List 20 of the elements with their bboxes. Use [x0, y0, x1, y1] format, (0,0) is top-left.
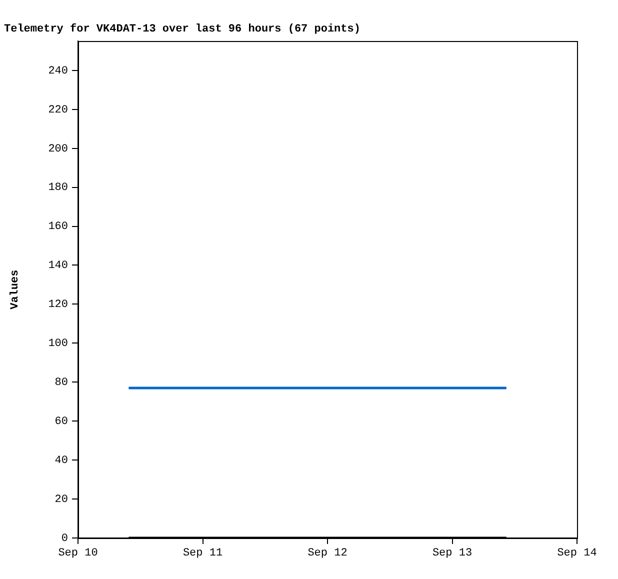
x-tick-label: Sep 10	[58, 548, 98, 560]
y-tick-label: 240	[48, 65, 68, 78]
y-tick-label: 220	[48, 104, 68, 116]
y-tick-label: 20	[54, 494, 68, 506]
y-tick-label: 160	[48, 221, 68, 234]
y-tick-label: 40	[54, 454, 68, 467]
x-tick-label: Sep 12	[308, 548, 348, 560]
y-tick-label: 140	[48, 260, 68, 272]
y-tick-label: 80	[54, 377, 68, 390]
x-tick-label: Sep 14	[557, 548, 598, 560]
y-tick-label: 180	[48, 182, 68, 194]
y-tick-label: 100	[48, 338, 68, 350]
y-axis-title: Values	[9, 270, 22, 310]
x-tick-label: Sep 11	[182, 548, 223, 560]
y-tick-label: 60	[54, 416, 68, 428]
y-tick-label: 200	[48, 143, 68, 156]
chart-title: Telemetry for VK4DAT-13 over last 96 hours (67 points)	[4, 22, 360, 36]
y-tick-label: 0	[61, 532, 68, 545]
x-tick-label: Sep 13	[432, 548, 472, 560]
y-tick-label: 120	[48, 299, 68, 312]
